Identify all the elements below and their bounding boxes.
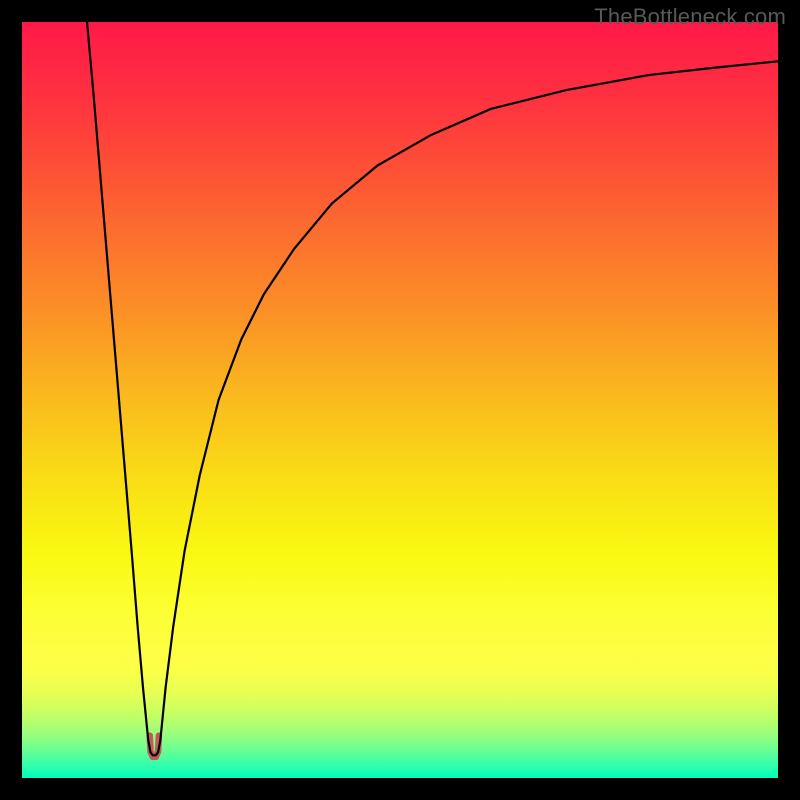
plot-area (22, 22, 778, 778)
watermark-text: TheBottleneck.com (594, 4, 786, 30)
gradient-background (22, 22, 778, 778)
chart-container: TheBottleneck.com (0, 0, 800, 800)
